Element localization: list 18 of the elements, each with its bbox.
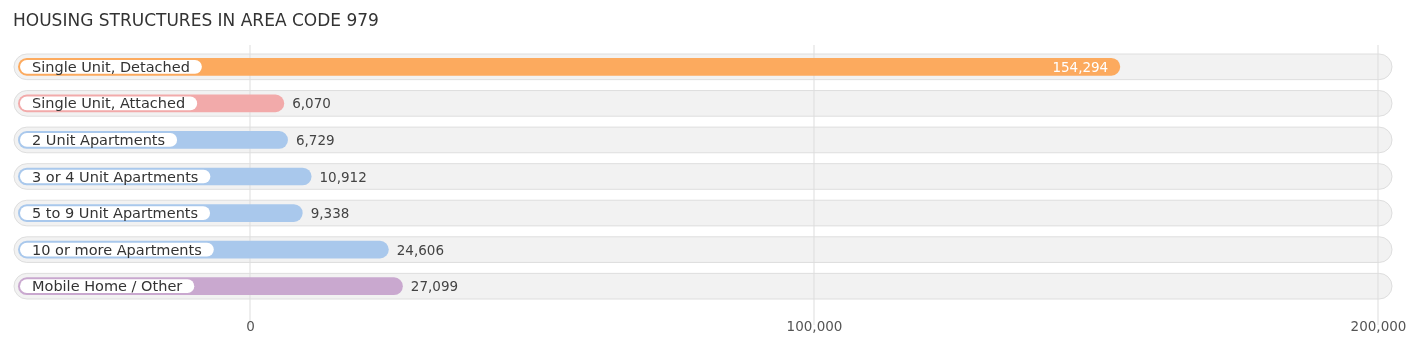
data-label: 27,099 [410, 278, 459, 295]
data-label: 154,294 [1052, 58, 1109, 75]
data-label: 9,338 [310, 205, 350, 222]
data-label: 24,606 [396, 241, 445, 258]
data-label: 10,912 [319, 168, 367, 185]
x-tick-label: 0 [246, 317, 255, 334]
data-label: 6,070 [292, 95, 331, 112]
data-label: 6,729 [295, 131, 335, 148]
y-tick-label: Single Unit, Attached [32, 95, 186, 112]
y-tick-label: 3 or 4 Unit Apartments [32, 168, 199, 185]
y-tick-label: Mobile Home / Other [32, 278, 183, 295]
x-tick-label: 100,000 [786, 317, 843, 334]
y-tick-label: 5 to 9 Unit Apartments [32, 205, 199, 222]
y-tick-label: 10 or more Apartments [32, 241, 202, 258]
x-tick-label: 200,000 [1350, 317, 1406, 334]
chart-title: HOUSING STRUCTURES IN AREA CODE 979 [13, 10, 379, 30]
y-tick-label: 2 Unit Apartments [32, 131, 166, 148]
y-tick-label: Single Unit, Detached [32, 58, 190, 75]
